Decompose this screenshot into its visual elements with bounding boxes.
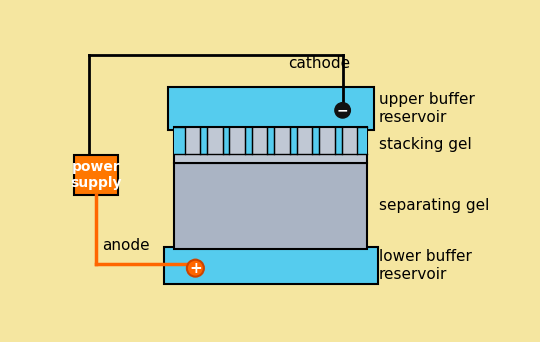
Text: +: +	[189, 261, 202, 276]
Bar	[168, 87, 374, 130]
Text: power
supply: power supply	[70, 160, 122, 190]
Bar	[290, 127, 297, 154]
Text: cathode: cathode	[288, 56, 350, 71]
Text: lower buffer
reservoir: lower buffer reservoir	[379, 249, 472, 282]
Text: stacking gel: stacking gel	[379, 137, 472, 153]
Bar	[174, 127, 185, 154]
Text: separating gel: separating gel	[379, 198, 489, 213]
Text: anode: anode	[102, 238, 150, 253]
Text: upper buffer
reservoir: upper buffer reservoir	[379, 92, 475, 124]
Bar	[174, 127, 367, 163]
Bar	[313, 127, 319, 154]
Bar	[164, 247, 377, 284]
Bar	[222, 127, 230, 154]
Bar	[200, 127, 207, 154]
Circle shape	[187, 260, 204, 277]
Bar	[245, 127, 252, 154]
Circle shape	[335, 103, 350, 118]
Text: −: −	[337, 104, 348, 118]
Bar	[174, 163, 367, 249]
Bar	[357, 127, 367, 154]
Bar	[335, 127, 342, 154]
Bar	[73, 155, 118, 195]
Bar	[267, 127, 274, 154]
